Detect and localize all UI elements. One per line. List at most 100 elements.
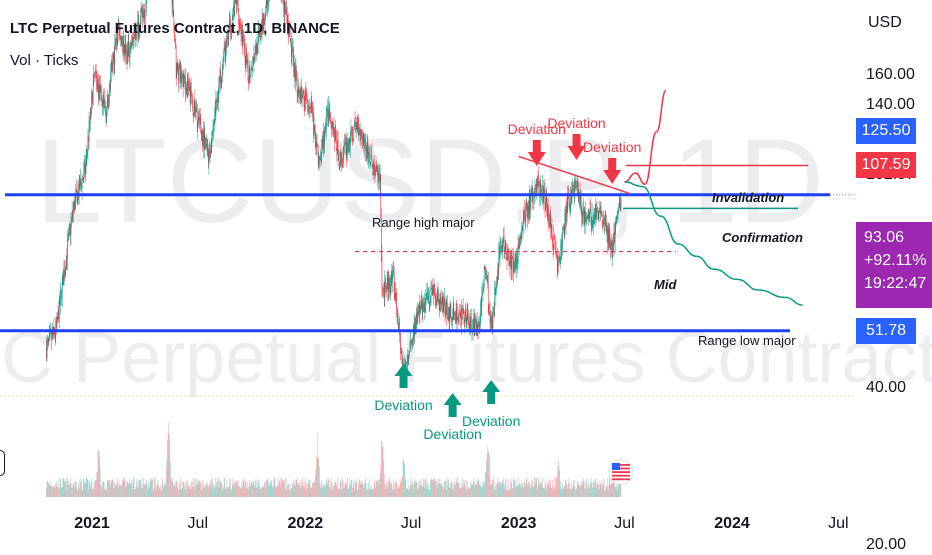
candle-body	[450, 305, 451, 308]
candle-body	[176, 49, 177, 79]
candle-body	[476, 321, 477, 336]
candle-body	[197, 121, 198, 128]
candle-body	[198, 117, 199, 121]
candle-body	[299, 91, 300, 93]
candle-body	[500, 241, 501, 243]
candle-body	[108, 105, 109, 107]
candle-body	[329, 103, 330, 118]
candle-body	[444, 305, 445, 312]
candle-body	[112, 63, 113, 72]
candle-body	[349, 144, 350, 147]
flag-stripe	[612, 471, 630, 473]
candle-body	[129, 55, 130, 58]
candle-body	[185, 76, 186, 79]
candle-body	[226, 46, 227, 58]
candle-body	[183, 79, 184, 87]
candle-body	[183, 73, 184, 86]
candle-body	[207, 144, 208, 145]
candle-body	[498, 269, 499, 271]
candle-body	[332, 124, 333, 128]
candle-body	[354, 127, 355, 139]
candle-body	[584, 212, 585, 225]
candle-body	[111, 69, 112, 73]
x-tick-label: Jul	[188, 515, 208, 533]
candle-body	[503, 243, 504, 247]
candle-body	[431, 288, 432, 289]
candle-body	[141, 8, 142, 9]
candle-body	[294, 73, 295, 77]
candle-body	[72, 212, 73, 218]
candle-body	[330, 113, 331, 121]
candle-body	[92, 92, 93, 104]
candle-body	[476, 322, 477, 335]
candle-body	[519, 245, 520, 247]
candle-body	[73, 208, 74, 214]
candle-body	[559, 257, 560, 263]
candle-body	[554, 236, 555, 238]
candle-body	[172, 0, 173, 6]
candle-body	[552, 224, 553, 237]
candle-body	[448, 308, 449, 320]
candle-body	[84, 169, 85, 178]
candle-body	[97, 83, 98, 89]
candle-body	[303, 94, 304, 98]
candle-body	[421, 306, 422, 309]
candle-body	[562, 232, 563, 245]
candle-body	[322, 139, 323, 149]
candle-body	[114, 53, 115, 65]
candle-body	[50, 333, 51, 334]
candle-body	[297, 75, 298, 93]
candle-body	[286, 9, 287, 15]
candle-body	[543, 185, 544, 199]
partial-icon[interactable]	[0, 450, 5, 476]
candle-body	[182, 77, 183, 82]
candle-body	[598, 211, 599, 219]
candle-body	[91, 110, 92, 114]
price-label-badge: 107.59	[856, 152, 916, 178]
candle-body	[100, 86, 101, 100]
candle-body	[208, 154, 209, 165]
candle-body	[596, 208, 597, 218]
candle-body	[363, 133, 364, 144]
candle-body	[245, 53, 246, 65]
candle-body	[593, 215, 594, 224]
candle-body	[463, 308, 464, 313]
y-tick-label: 140.00	[866, 96, 915, 114]
candle-body	[549, 224, 550, 226]
candle-body	[196, 107, 197, 113]
candle-body	[220, 69, 221, 79]
candle-body	[511, 258, 512, 270]
candle-body	[95, 71, 96, 73]
candle-body	[352, 128, 353, 136]
candle-body	[611, 242, 612, 249]
candle-body	[375, 170, 376, 176]
candle-body	[252, 58, 253, 70]
candle-body	[441, 304, 442, 305]
candle-body	[361, 129, 362, 136]
candle-body	[392, 274, 393, 282]
candle-body	[47, 341, 48, 343]
candle-body	[295, 66, 296, 82]
candle-body	[304, 90, 305, 102]
candle-body	[235, 0, 236, 3]
candle-body	[527, 203, 528, 218]
candle-body	[383, 290, 384, 291]
candle-body	[244, 39, 245, 40]
candle-body	[466, 316, 467, 324]
candle-body	[199, 117, 200, 120]
candle-body	[311, 101, 312, 107]
candle-body	[391, 274, 392, 284]
candle-body	[471, 317, 472, 331]
candle-body	[528, 206, 529, 214]
candle-body	[346, 141, 347, 156]
candle-body	[470, 317, 471, 328]
candle-body	[202, 130, 203, 145]
candle-body	[267, 0, 268, 5]
candle-body	[545, 202, 546, 211]
indicator-legend[interactable]: Vol · Ticks	[10, 52, 78, 69]
candle-body	[518, 245, 519, 263]
candle-body	[286, 9, 287, 13]
candle-body	[327, 109, 328, 112]
